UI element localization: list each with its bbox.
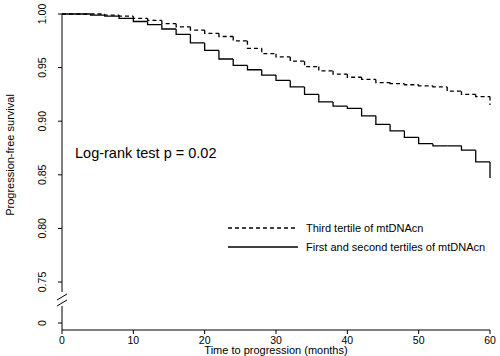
survival-step xyxy=(262,70,276,75)
survival-step xyxy=(119,16,133,18)
survival-step xyxy=(404,131,418,137)
y-tick-label: 0.75 xyxy=(36,272,48,293)
survival-step xyxy=(162,25,176,29)
survival-step xyxy=(148,22,162,25)
y-axis xyxy=(62,14,63,292)
survival-step xyxy=(390,124,404,130)
survival-step xyxy=(390,83,404,84)
survival-step xyxy=(233,59,247,65)
survival-step xyxy=(347,106,361,108)
survival-step xyxy=(276,75,290,80)
y-tick xyxy=(58,121,62,122)
survival-step xyxy=(305,61,319,66)
y-axis-title: Progression-free survival xyxy=(4,94,16,216)
survival-step xyxy=(62,13,76,14)
y-tick xyxy=(58,282,62,283)
y-tick-label: 0.85 xyxy=(36,164,48,185)
y-tick xyxy=(58,14,62,15)
survival-step xyxy=(219,50,233,59)
survival-step xyxy=(91,13,105,14)
annotation: Log-rank test p = 0.02 xyxy=(75,145,216,161)
survival-step xyxy=(76,13,90,14)
survival-step xyxy=(290,80,304,86)
survival-step xyxy=(433,144,447,146)
x-axis-title: Time to progression (months) xyxy=(204,344,347,356)
y-tick xyxy=(58,67,62,68)
y-axis xyxy=(62,306,63,330)
survival-step xyxy=(91,14,105,15)
survival-step xyxy=(319,67,333,71)
survival-step xyxy=(404,84,418,85)
axis-break xyxy=(57,294,67,300)
x-tick-label: 50 xyxy=(413,334,425,346)
y-tick-label: 0.90 xyxy=(36,111,48,132)
legend-swatch xyxy=(228,246,298,247)
survival-step xyxy=(333,102,347,106)
legend: Third tertile of mtDNAcn First and second… xyxy=(228,222,485,253)
survival-step xyxy=(205,43,219,51)
x-tick-label: 60 xyxy=(484,334,496,346)
survival-step xyxy=(419,85,433,86)
y-tick xyxy=(58,323,62,324)
survival-step xyxy=(176,24,190,27)
survival-step xyxy=(461,91,475,94)
survival-step xyxy=(133,16,147,18)
survival-step xyxy=(362,77,376,79)
survival-step xyxy=(262,48,276,53)
survival-step xyxy=(219,33,233,36)
survival-step xyxy=(461,146,475,150)
survival-step xyxy=(419,137,433,143)
y-tick-label: 0.80 xyxy=(36,218,48,239)
survival-step xyxy=(190,34,204,43)
survival-step xyxy=(476,94,490,96)
legend-swatch xyxy=(228,227,298,228)
y-tick xyxy=(58,174,62,175)
y-tick-label: 0 xyxy=(36,320,48,326)
y-tick-label: 0.95 xyxy=(36,57,48,78)
survival-step xyxy=(305,87,319,95)
survival-step xyxy=(376,116,390,125)
survival-step xyxy=(376,79,390,82)
survival-step xyxy=(105,15,119,16)
survival-step xyxy=(247,65,261,69)
survival-step xyxy=(276,54,290,57)
survival-step xyxy=(105,14,119,15)
survival-step xyxy=(489,162,490,178)
x-tick-label: 0 xyxy=(59,334,65,346)
survival-step xyxy=(489,97,490,106)
x-tick-label: 10 xyxy=(127,334,139,346)
survival-step xyxy=(133,18,147,21)
survival-step xyxy=(433,86,447,87)
legend-label: Third tertile of mtDNAcn xyxy=(306,222,423,234)
survival-step xyxy=(333,71,347,74)
survival-step xyxy=(447,87,461,91)
survival-step xyxy=(362,108,376,116)
survival-step xyxy=(148,18,162,20)
survival-step xyxy=(347,74,361,77)
axis-break xyxy=(57,300,67,306)
survival-step xyxy=(290,57,304,61)
y-tick-label: 1.00 xyxy=(36,4,48,25)
legend-label: First and second tertiles of mtDNAcn xyxy=(306,241,485,253)
y-tick xyxy=(58,228,62,229)
survival-step xyxy=(119,15,133,16)
survival-step xyxy=(176,29,190,34)
survival-step xyxy=(76,13,90,14)
survival-step xyxy=(319,94,333,102)
chart: 0.750.800.850.900.951.0000102030405060Ti… xyxy=(0,0,500,356)
survival-step xyxy=(247,41,261,49)
survival-step xyxy=(162,20,176,23)
survival-step xyxy=(190,27,204,30)
survival-step xyxy=(476,150,490,162)
survival-step xyxy=(447,145,461,146)
survival-step xyxy=(205,30,219,33)
survival-step xyxy=(233,37,247,41)
survival-step xyxy=(62,13,76,14)
curves xyxy=(62,14,490,178)
